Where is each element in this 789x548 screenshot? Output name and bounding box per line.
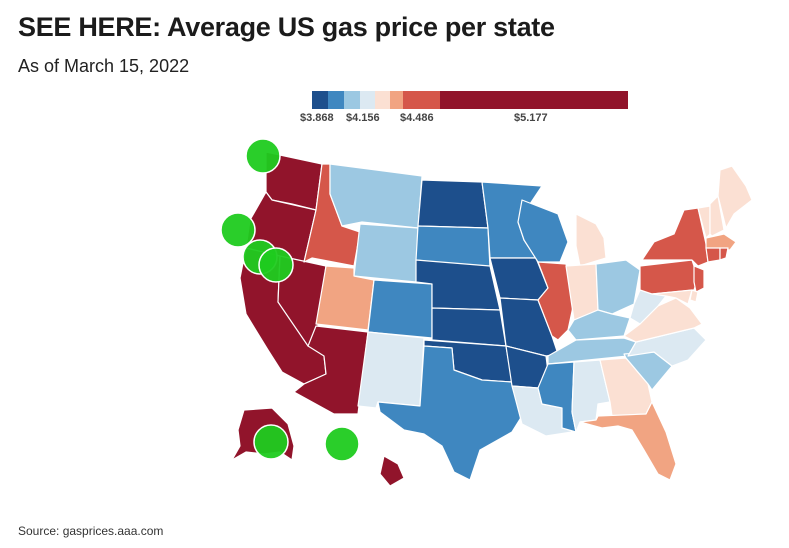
state-new-jersey[interactable] [693,265,705,293]
state-north-dakota[interactable] [417,179,489,229]
state-connecticut[interactable] [705,247,721,263]
legend-label-min: $3.868 [300,112,334,124]
legend-label-3: $4.486 [400,112,434,124]
state-montana[interactable] [329,163,423,229]
page-title: SEE HERE: Average US gas price per state [18,12,555,42]
legend-swatch-7 [403,91,440,109]
state-colorado[interactable] [367,279,433,339]
state-delaware[interactable] [689,289,699,303]
state-wisconsin[interactable] [517,199,569,263]
source-note: Source: gasprices.aaa.com [18,524,164,538]
legend-swatch-3 [344,91,360,109]
legend-swatch-4 [360,91,375,109]
state-new-york[interactable] [641,207,709,267]
map-marker[interactable] [245,138,281,174]
state-wyoming[interactable] [353,223,419,283]
state-maine[interactable] [717,165,753,229]
state-hawaii[interactable] [379,455,405,487]
legend-swatch-5 [375,91,390,109]
us-gas-price-map [220,138,753,487]
legend-swatch-2 [328,91,344,109]
map-markers [220,138,360,462]
legend-color-bar [312,91,628,109]
state-kansas[interactable] [431,307,507,347]
state-rhode-island[interactable] [719,247,729,261]
legend-swatch-1 [312,91,328,109]
state-florida[interactable] [579,401,677,481]
state-massachusetts[interactable] [705,233,737,251]
legend-label-2: $4.156 [346,112,380,124]
state-new-hampshire[interactable] [709,195,725,237]
legend-swatch-8 [440,91,628,109]
state-texas[interactable] [377,345,523,481]
state-maryland[interactable] [651,289,693,305]
legend-swatch-6 [390,91,403,109]
legend-label-max: $5.177 [514,112,548,124]
map-marker[interactable] [324,426,360,462]
state-michigan[interactable] [575,213,607,267]
state-pennsylvania[interactable] [639,259,699,295]
page-subtitle: As of March 15, 2022 [18,56,190,76]
map-marker[interactable] [253,424,289,460]
map-marker[interactable] [258,247,294,283]
color-legend: $3.868 $4.156 $4.486 $5.177 [300,91,628,124]
map-marker[interactable] [220,212,256,248]
state-new-mexico[interactable] [357,331,425,409]
